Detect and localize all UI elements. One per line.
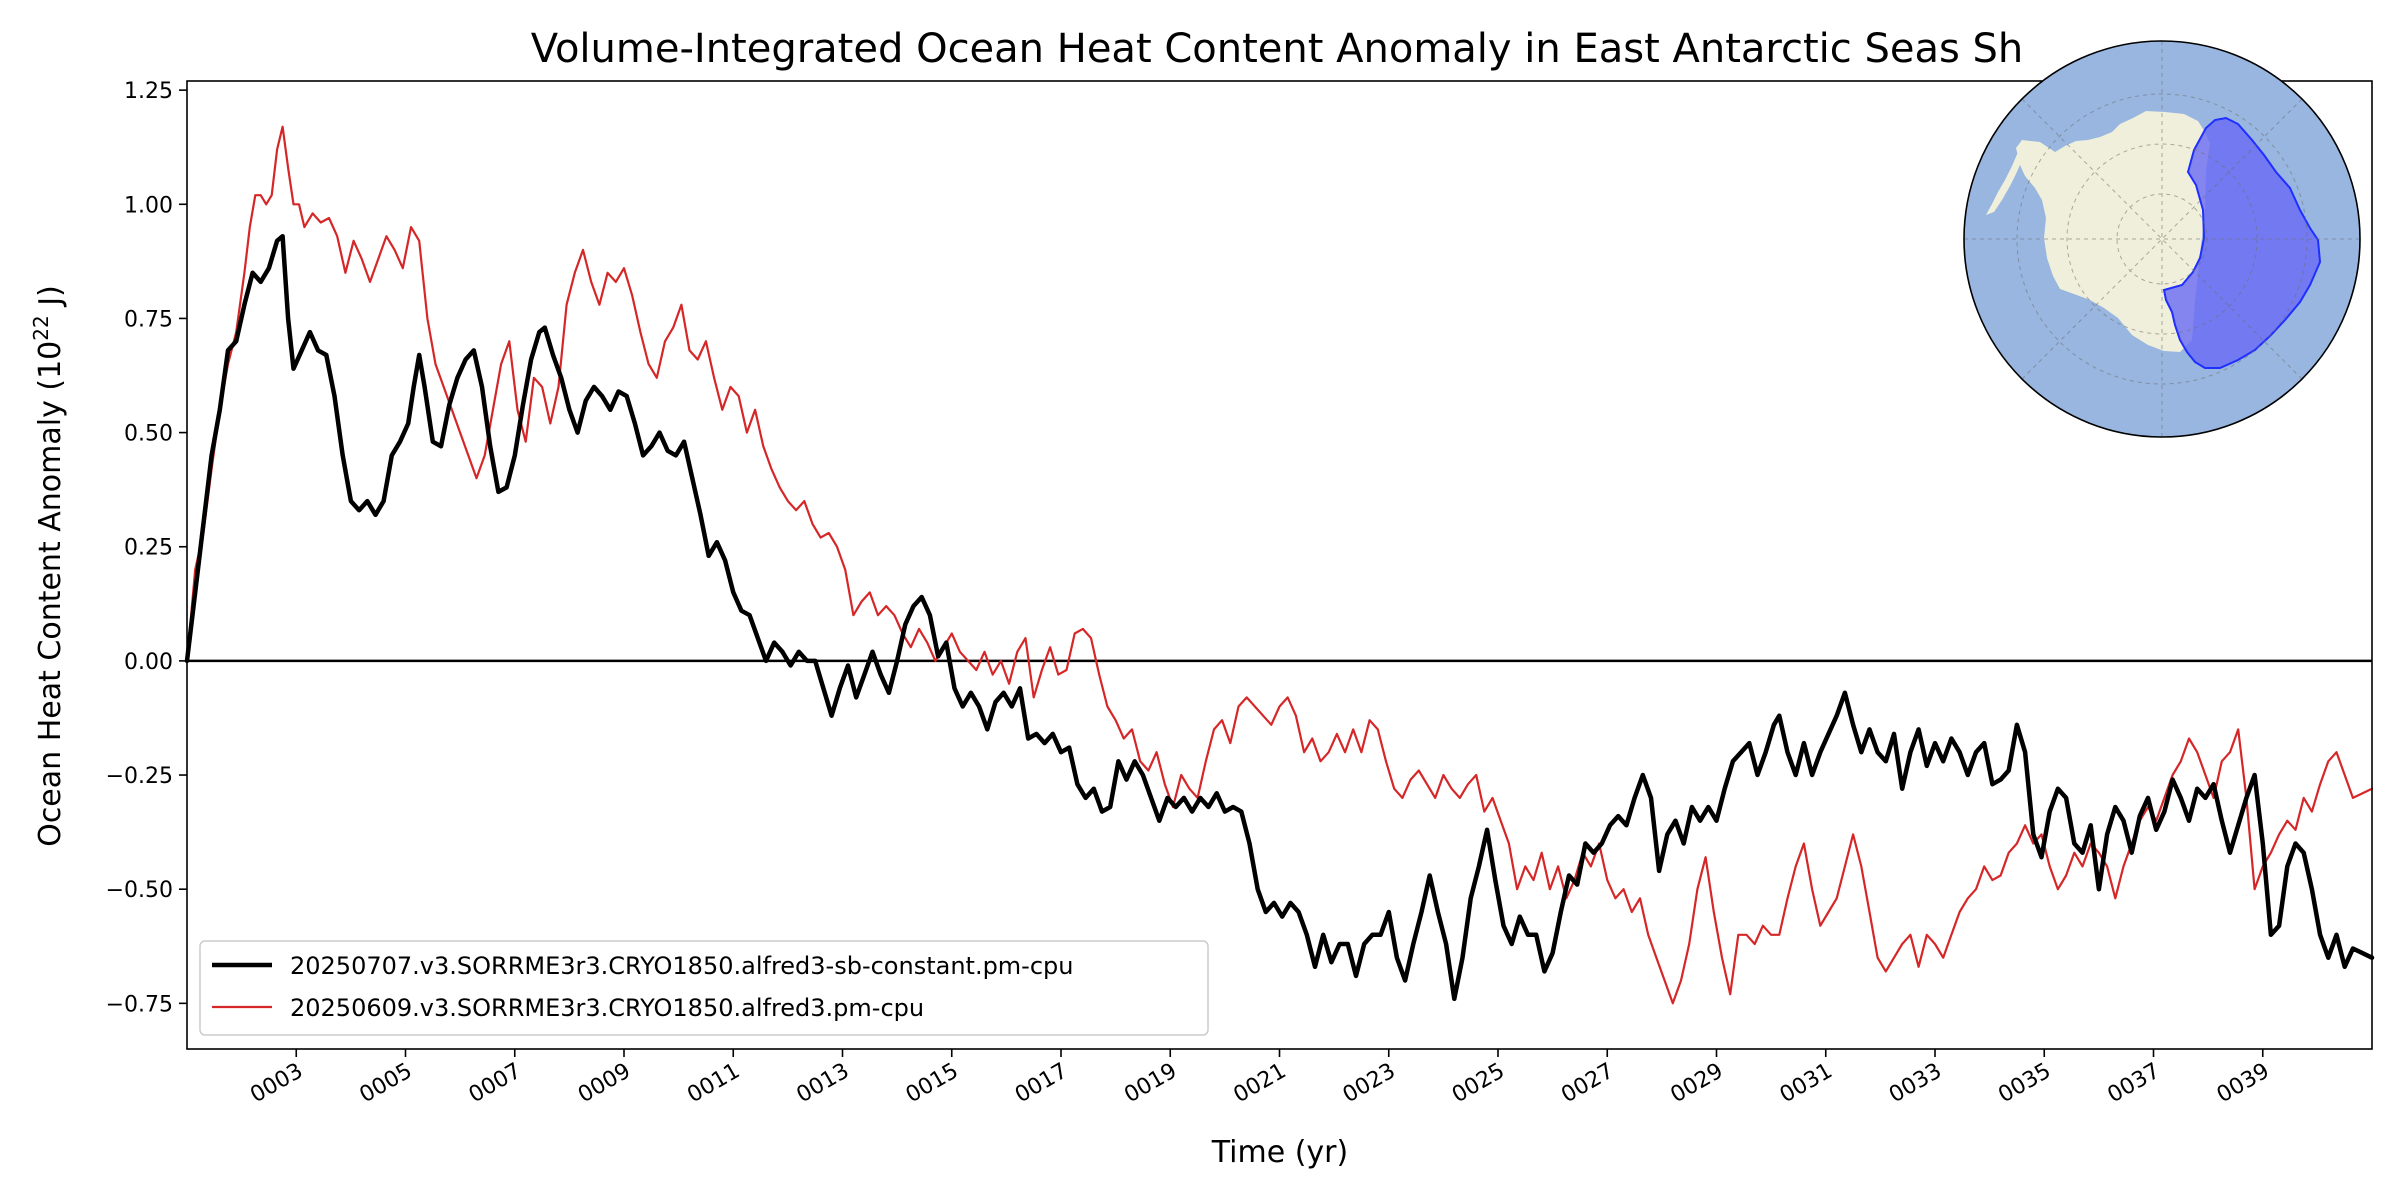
x-tick-label: 0005 — [356, 1059, 417, 1109]
y-tick-label: 0.50 — [124, 422, 173, 447]
x-tick-label: 0021 — [1230, 1059, 1291, 1109]
y-axis: −0.75 −0.50 −0.25 0.00 0.25 0.50 0.75 1.00 1.25 — [106, 79, 187, 1017]
x-tick-label: 0035 — [1994, 1059, 2055, 1109]
inset-map — [1963, 40, 2361, 438]
x-tick-label: 0025 — [1448, 1059, 1509, 1109]
y-tick-label: 1.25 — [124, 79, 173, 104]
chart-title: Volume-Integrated Ocean Heat Content Ano… — [531, 26, 2024, 72]
x-axis-title: Time (yr) — [1211, 1135, 1348, 1170]
y-tick-label: 1.00 — [124, 193, 173, 218]
y-tick-label: 0.25 — [124, 536, 173, 561]
x-axis: 0003 0005 0007 0009 0011 0013 0015 0017 0019 0021… — [246, 1049, 2274, 1109]
x-tick-label: 0037 — [2104, 1059, 2165, 1109]
x-tick-label: 0033 — [1885, 1059, 1946, 1109]
y-axis-title-tail: J) — [33, 285, 68, 315]
x-tick-label: 0023 — [1339, 1059, 1400, 1109]
y-tick-label: 0.00 — [124, 650, 173, 675]
x-tick-label: 0003 — [246, 1059, 307, 1109]
inset-map-east-antarctic-region — [2162, 116, 2322, 369]
legend-label-series-2: 20250609.v3.SORRME3r3.CRYO1850.alfred3.p… — [290, 994, 924, 1022]
series-line-1 — [184, 233, 2375, 1002]
y-axis-title-exponent: 22 — [29, 315, 53, 340]
x-tick-label: 0019 — [1120, 1059, 1181, 1109]
x-tick-label: 0011 — [683, 1059, 744, 1109]
y-tick-label: −0.25 — [106, 764, 173, 789]
x-tick-label: 0015 — [902, 1059, 963, 1109]
x-tick-label: 0031 — [1776, 1059, 1837, 1109]
x-tick-label: 0027 — [1557, 1059, 1618, 1109]
y-tick-label: −0.75 — [106, 992, 173, 1017]
x-tick-label: 0009 — [574, 1059, 635, 1109]
legend-label-series-1: 20250707.v3.SORRME3r3.CRYO1850.alfred3-s… — [290, 952, 1073, 980]
y-tick-label: 0.75 — [124, 307, 173, 332]
y-axis-title-main: Ocean Heat Content Anomaly (10 — [33, 341, 68, 847]
x-tick-label: 0039 — [2213, 1059, 2274, 1109]
legend-box — [199, 940, 1209, 1036]
y-axis-title: Ocean Heat Content Anomaly (1022 J) — [29, 285, 68, 847]
x-tick-label: 0017 — [1011, 1059, 1072, 1109]
series-line-2 — [185, 125, 2374, 1005]
x-tick-label: 0007 — [465, 1059, 526, 1109]
inset-map-gridlines — [1964, 41, 2360, 437]
inset-map-frame — [1963, 40, 2361, 438]
legend: 20250707.v3.SORRME3r3.CRYO1850.alfred3-s… — [199, 940, 1209, 1036]
x-tick-label: 0029 — [1667, 1059, 1728, 1109]
y-tick-label: −0.50 — [106, 878, 173, 903]
x-tick-label: 0013 — [793, 1059, 854, 1109]
